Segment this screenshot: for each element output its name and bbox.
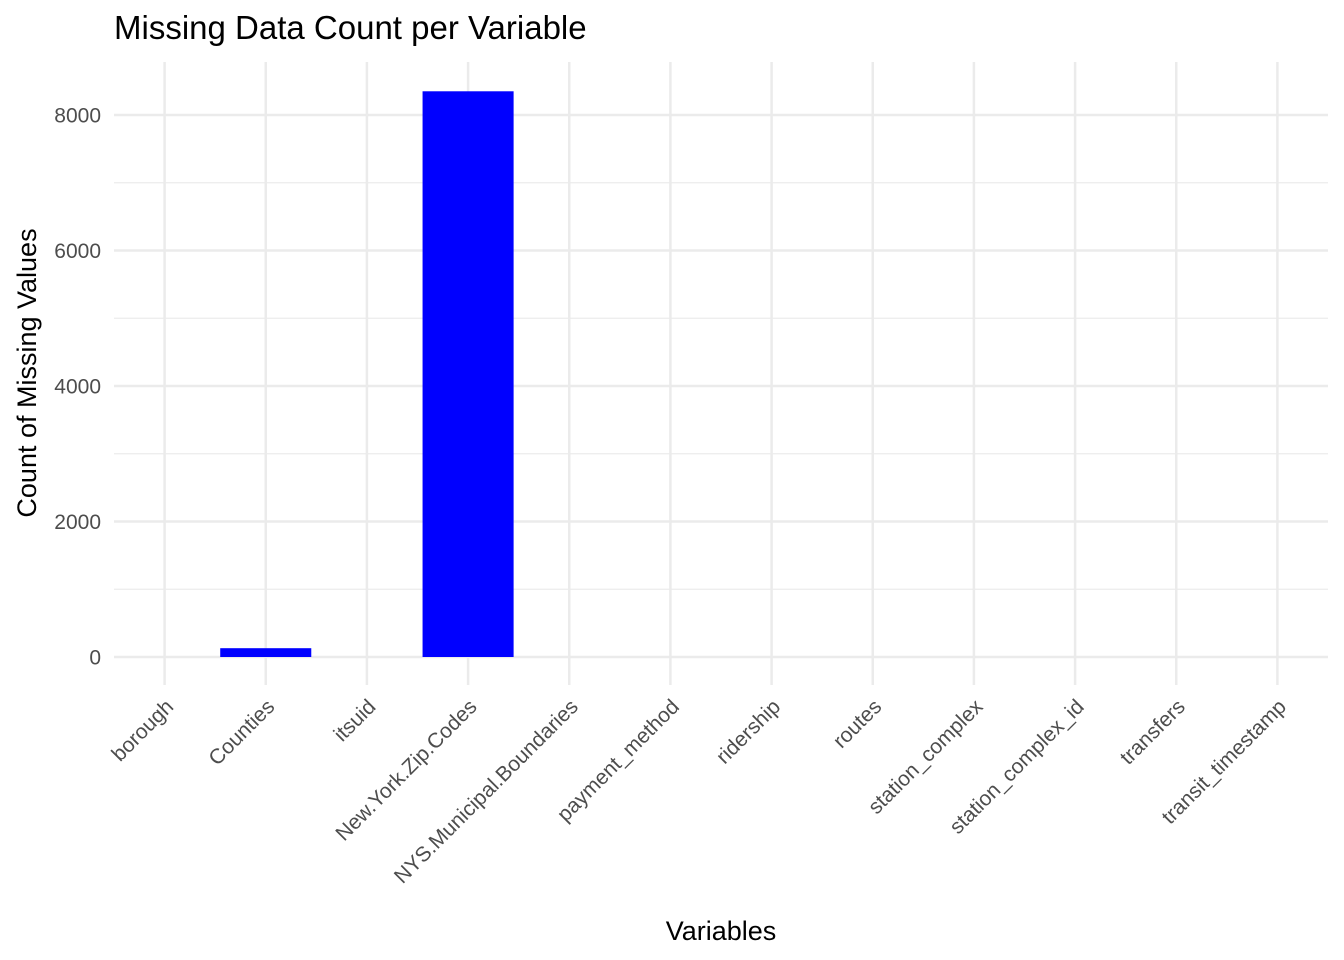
y-axis-title: Count of Missing Values bbox=[12, 228, 42, 517]
y-axis-ticks: 0 2000 4000 6000 8000 bbox=[54, 105, 101, 670]
x-tick-label: routes bbox=[829, 695, 887, 753]
bar-Counties bbox=[220, 648, 312, 657]
y-tick-label: 0 bbox=[89, 647, 101, 670]
y-tick-label: 4000 bbox=[54, 376, 101, 399]
x-axis-title: Variables bbox=[666, 916, 777, 946]
x-axis-ticks: borough Counties itsuidNew.York.Zip.CodesN… bbox=[107, 695, 1291, 888]
x-tick-label: NYS.Municipal.Boundaries bbox=[390, 695, 583, 888]
x-tick-label: borough bbox=[107, 695, 178, 766]
chart-title: Missing Data Count per Variable bbox=[114, 9, 587, 46]
gridlines bbox=[114, 62, 1328, 685]
x-tick-label: transfers bbox=[1116, 695, 1190, 769]
y-tick-label: 2000 bbox=[54, 511, 101, 534]
bars bbox=[220, 91, 514, 658]
x-tick-label: Counties bbox=[204, 695, 279, 770]
x-tick-label: itsuid bbox=[330, 695, 381, 746]
x-tick-label: ridership bbox=[712, 695, 785, 768]
y-tick-label: 6000 bbox=[54, 240, 101, 263]
y-tick-label: 8000 bbox=[54, 105, 101, 128]
bar-New.York.Zip.Codes bbox=[422, 91, 514, 658]
